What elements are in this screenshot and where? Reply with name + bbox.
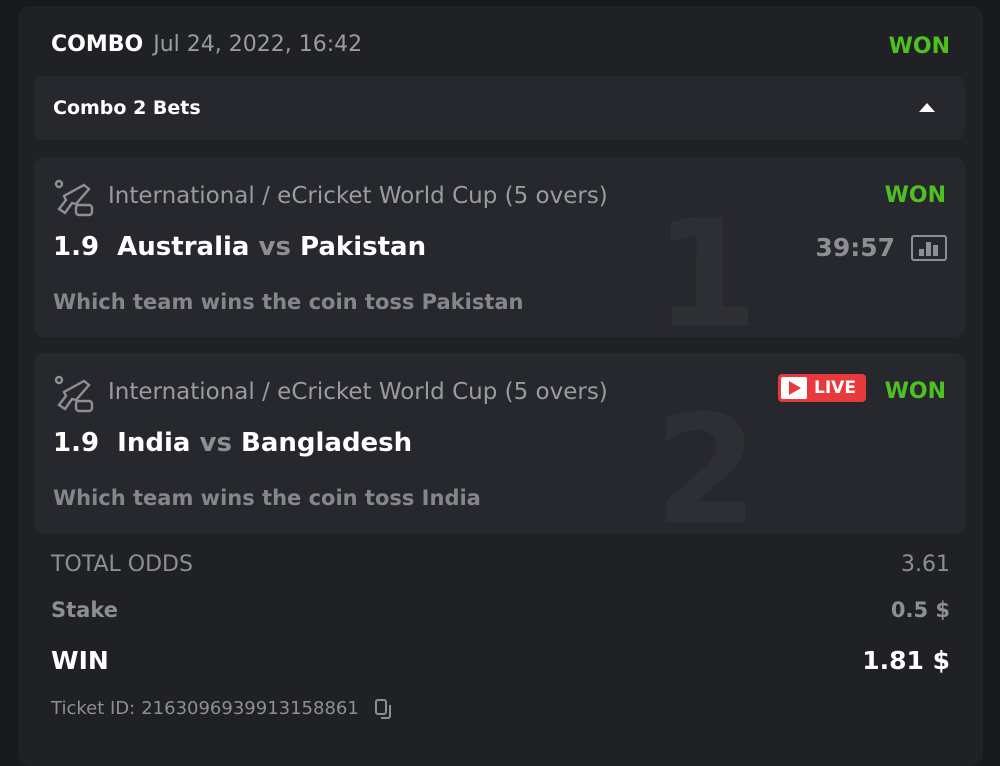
- total-odds-value: 3.61: [901, 552, 950, 577]
- bet-index: 1: [654, 188, 759, 337]
- bet-item: 1 International / eCricket World Cup (5 …: [34, 157, 965, 337]
- vs-label: vs: [199, 428, 232, 458]
- live-badge[interactable]: LIVE: [778, 374, 866, 402]
- bet-type: COMBO: [51, 32, 144, 57]
- bet-status: WON: [884, 183, 946, 208]
- win-row: WIN 1.81 $: [51, 646, 950, 675]
- ticket-id-label: Ticket ID:: [51, 698, 136, 719]
- combo-label: Combo 2 Bets: [53, 97, 201, 119]
- ecricket-icon: [54, 179, 94, 217]
- league-name: International / eCricket World Cup (5 ov…: [108, 183, 608, 209]
- stake-label: Stake: [51, 598, 118, 622]
- league-name: International / eCricket World Cup (5 ov…: [108, 379, 608, 405]
- ticket-status: WON: [888, 34, 950, 59]
- total-odds-row: TOTAL ODDS 3.61: [51, 552, 950, 577]
- market-selection: Which team wins the coin toss Pakistan: [53, 290, 524, 314]
- bet-item: 2 International / eCricket World Cup (5 …: [34, 353, 965, 533]
- match-line[interactable]: 1.9 India vs Bangladesh: [53, 428, 412, 458]
- stats-icon[interactable]: [911, 235, 947, 261]
- ecricket-icon: [54, 375, 94, 413]
- bet-status: WON: [884, 379, 946, 404]
- ticket-id-row: Ticket ID: 2163096939913158861: [51, 698, 950, 722]
- combo-toggle[interactable]: Combo 2 Bets: [34, 76, 965, 140]
- ticket-id-value: 2163096939913158861: [141, 698, 359, 719]
- total-odds-label: TOTAL ODDS: [51, 552, 193, 577]
- market-selection: Which team wins the coin toss India: [53, 486, 481, 510]
- copy-icon[interactable]: [373, 698, 399, 722]
- live-label: LIVE: [814, 378, 856, 398]
- home-team: India: [117, 428, 191, 458]
- stake-row: Stake 0.5 $: [51, 598, 950, 622]
- odds: 1.9: [53, 428, 100, 458]
- win-value: 1.81 $: [862, 646, 950, 675]
- away-team: Bangladesh: [241, 428, 413, 458]
- win-label: WIN: [51, 646, 109, 675]
- home-team: Australia: [117, 232, 250, 262]
- odds: 1.9: [53, 232, 100, 262]
- bet-date: Jul 24, 2022, 16:42: [153, 32, 363, 57]
- away-team: Pakistan: [300, 232, 427, 262]
- vs-label: vs: [258, 232, 291, 262]
- stake-value: 0.5 $: [890, 598, 950, 622]
- chevron-up-icon[interactable]: [919, 103, 935, 112]
- bet-ticket-card: COMBO Jul 24, 2022, 16:42 WON Combo 2 Bet…: [18, 6, 983, 766]
- bet-index: 2: [654, 384, 759, 533]
- ticket-header: COMBO Jul 24, 2022, 16:42: [51, 32, 362, 57]
- match-time: 39:57: [815, 233, 895, 262]
- match-line[interactable]: 1.9 Australia vs Pakistan: [53, 232, 426, 262]
- play-icon: [781, 377, 807, 399]
